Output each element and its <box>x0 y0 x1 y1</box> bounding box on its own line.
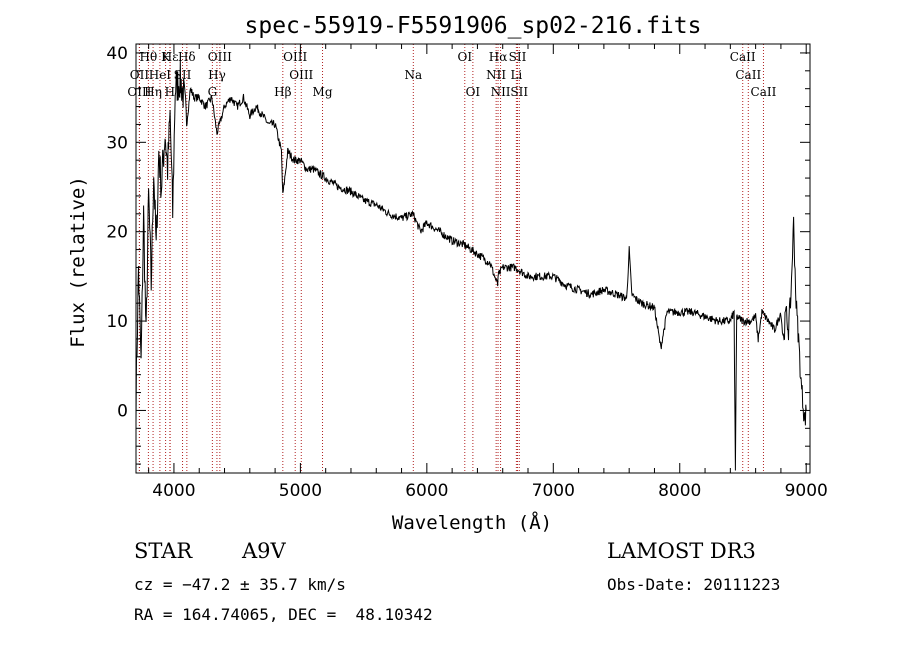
x-tick-label: 4000 <box>152 481 195 501</box>
line-label: OIII <box>289 68 313 82</box>
line-label: H <box>165 85 175 99</box>
line-label: OIII <box>283 50 307 64</box>
line-label: Hγ <box>208 68 226 82</box>
line-label: Hη <box>144 85 162 99</box>
line-label: Hθ <box>140 50 158 64</box>
line-label: OI <box>466 85 481 99</box>
x-tick-label: 8000 <box>658 481 701 501</box>
line-label: Hβ <box>274 85 291 99</box>
line-label: G <box>208 85 218 99</box>
redshift-readout: cz = −47.2 ± 35.7 km/s <box>134 575 346 594</box>
survey-name: LAMOST DR3 <box>607 539 756 563</box>
x-tick-label: 5000 <box>279 481 322 501</box>
x-tick-label: 9000 <box>785 481 828 501</box>
spectrum-series-line <box>135 59 807 471</box>
chart-title: spec-55919-F5591906_sp02-216.fits <box>245 13 702 39</box>
line-label: CaII <box>751 85 777 99</box>
y-tick-label: 30 <box>106 133 128 153</box>
x-tick-label: 7000 <box>532 481 575 501</box>
x-axis-label: Wavelength (Å) <box>392 511 552 534</box>
line-label: Hα <box>489 50 508 64</box>
line-label: K <box>161 50 171 64</box>
x-tick-label: 6000 <box>405 481 448 501</box>
coordinates-readout: RA = 164.74065, DEC = 48.10342 <box>134 605 433 624</box>
y-tick-label: 10 <box>106 312 128 332</box>
line-label: OIII <box>127 85 151 99</box>
y-axis-label: Flux (relative) <box>67 176 89 348</box>
y-axis-ticks: 0 10 20 30 40 <box>106 44 810 465</box>
line-label: CaII <box>730 50 756 64</box>
object-subclass: A9V <box>242 539 286 563</box>
line-label: SII <box>509 50 527 64</box>
plot-frame <box>135 43 811 474</box>
emission-line-markers <box>138 44 764 473</box>
line-label: Na <box>404 68 422 82</box>
line-label: Hδ <box>178 50 196 64</box>
line-label: Mg <box>313 85 333 99</box>
line-label: Li <box>510 68 522 82</box>
line-label: OIII <box>208 50 232 64</box>
y-tick-label: 40 <box>106 44 128 64</box>
x-axis-ticks: 4000 5000 6000 7000 8000 9000 <box>148 44 828 501</box>
observation-date: Obs-Date: 20111223 <box>607 575 781 594</box>
line-label: OI <box>457 50 472 64</box>
line-label: CaII <box>735 68 761 82</box>
line-label: NII <box>486 68 506 82</box>
line-label: SII <box>510 85 528 99</box>
y-tick-label: 0 <box>117 401 128 421</box>
line-label: OII <box>130 68 150 82</box>
object-type: STAR <box>134 539 193 563</box>
line-label: NII <box>491 85 511 99</box>
line-label: HeI <box>149 68 172 82</box>
y-tick-label: 20 <box>106 223 128 243</box>
